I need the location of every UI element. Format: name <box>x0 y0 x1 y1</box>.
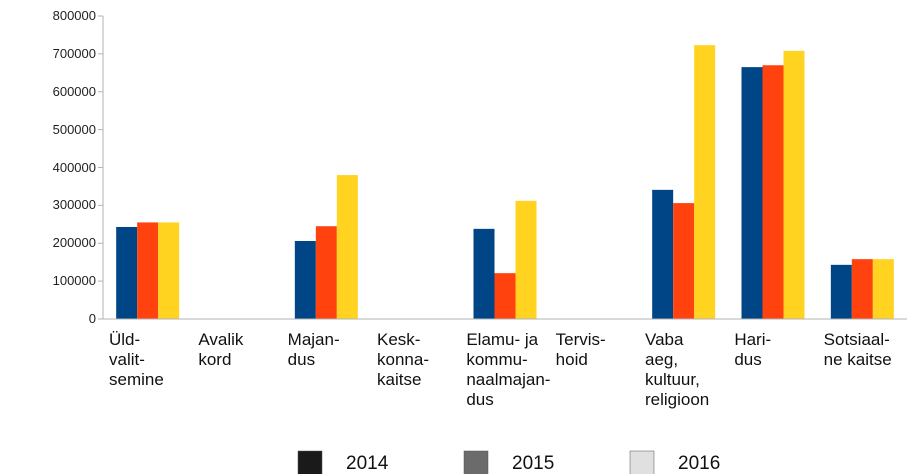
y-tick-label: 500000 <box>52 121 96 137</box>
legend-label: 2015 <box>512 453 555 474</box>
bar <box>494 273 516 319</box>
x-tick-label: Tervis- hoid <box>555 330 606 369</box>
bar <box>652 189 674 319</box>
bar <box>741 67 763 319</box>
y-tick-label: 700000 <box>52 45 96 61</box>
y-tick-label: 100000 <box>52 273 96 289</box>
y-tick-label: 300000 <box>52 197 96 213</box>
x-tick-label: Hari- dus <box>734 330 772 369</box>
bar <box>473 228 495 319</box>
legend-label: 2014 <box>346 453 389 474</box>
bar <box>315 226 337 319</box>
x-tick-label: Kesk- konna- kaitse <box>377 330 429 389</box>
bar <box>294 240 316 319</box>
x-tick-label: Majan- dus <box>287 330 340 369</box>
y-tick-label: 0 <box>88 311 96 326</box>
bar <box>762 65 784 319</box>
bar <box>783 50 805 319</box>
bar <box>137 222 159 319</box>
legend-label: 2016 <box>678 453 721 474</box>
bar <box>830 264 852 319</box>
bar <box>336 175 358 319</box>
bar <box>116 226 138 319</box>
y-tick-label: 600000 <box>52 83 96 99</box>
legend-swatch <box>629 450 655 474</box>
bar <box>694 45 716 319</box>
x-tick-label: Avalik kord <box>198 330 244 369</box>
bar <box>872 259 894 319</box>
x-tick-label: Elamu- ja kommu- naalmajan- dus <box>466 330 551 409</box>
legend-swatch <box>463 450 489 474</box>
bar <box>515 200 537 319</box>
y-tick-label: 200000 <box>52 235 96 251</box>
x-tick-label: Üld- valit- semine <box>109 330 164 389</box>
y-tick-label: 400000 <box>52 159 96 175</box>
bar <box>673 203 695 319</box>
bar <box>158 222 180 319</box>
y-tick-label: 800000 <box>52 8 96 23</box>
legend-swatch <box>297 450 323 474</box>
x-tick-label: Vaba aeg, kultuur, religioon <box>645 330 710 409</box>
x-tick-label: Sotsiaal- ne kaitse <box>823 330 892 369</box>
bar <box>851 259 873 319</box>
